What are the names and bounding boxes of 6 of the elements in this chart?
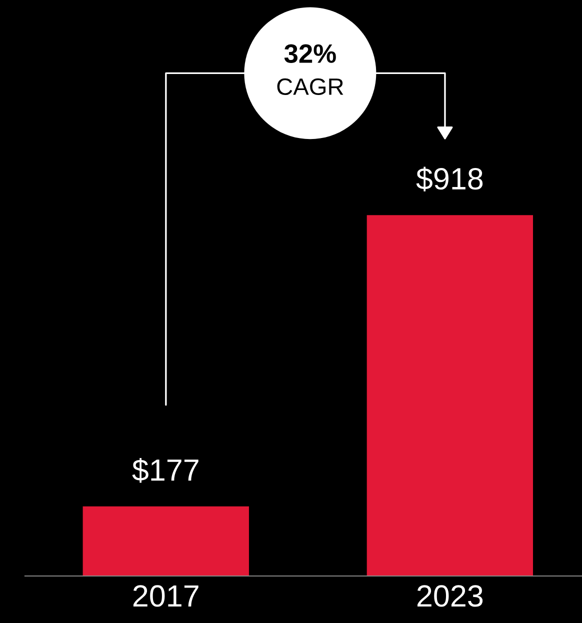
- data-label: $918: [416, 166, 483, 192]
- text: CAGR: [277, 78, 344, 96]
- x-tick-label: 2023: [417, 585, 483, 607]
- text: 32%: [284, 44, 336, 63]
- data-label: $177: [132, 458, 198, 483]
- x-tick-label: 2017: [133, 585, 198, 607]
